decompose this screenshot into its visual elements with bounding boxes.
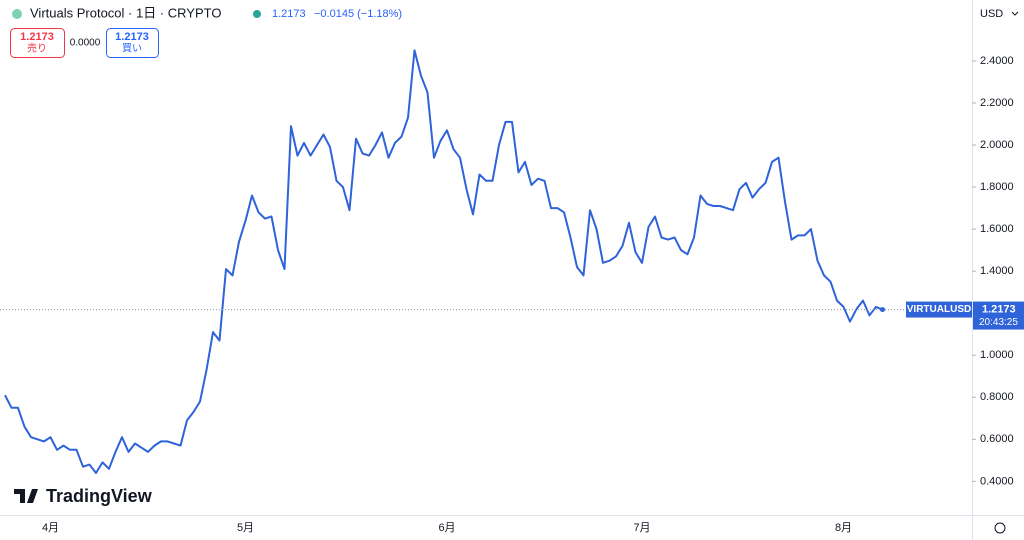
price-change: −0.0145 (−1.18%): [314, 8, 402, 20]
symbol-tag: [906, 301, 972, 318]
x-tick-label: 8月: [835, 522, 852, 534]
x-tick-label: 4月: [42, 522, 59, 534]
x-tick-label: 7月: [633, 522, 650, 534]
x-tick-label: 5月: [237, 522, 254, 534]
y-tick-label: 0.6000: [980, 433, 1014, 445]
y-tick-label: 1.8000: [980, 181, 1014, 193]
symbol-title: Virtuals Protocol · 1日 · CRYPTO: [30, 5, 221, 20]
y-tick-label: 1.0000: [980, 349, 1014, 361]
symbol-icon: [12, 9, 22, 19]
logo-mark: [14, 489, 38, 503]
last-point: [880, 307, 885, 313]
symbol-tag-label: VIRTUALUSD: [907, 304, 971, 315]
spread: 0.0000: [70, 38, 101, 49]
buy-label: 買い: [122, 43, 142, 55]
y-tick-label: 1.4000: [980, 265, 1014, 277]
status-dot: [253, 10, 261, 18]
sell-price: 1.2173: [20, 31, 54, 43]
currency-caret: [1011, 11, 1019, 16]
price-tag: [973, 301, 1024, 330]
y-tick-label: 2.2000: [980, 97, 1014, 109]
buy-button[interactable]: [106, 28, 159, 58]
y-tick-label: 1.6000: [980, 223, 1014, 235]
sell-button[interactable]: [10, 28, 65, 58]
logo-text: TradingView: [46, 486, 153, 506]
price-line: [4, 49, 883, 474]
last-price: 1.2173: [272, 8, 306, 20]
price-tag-countdown: 20:43:25: [979, 317, 1018, 328]
y-tick-label: 2.0000: [980, 139, 1014, 151]
y-tick-label: 2.4000: [980, 55, 1014, 67]
buy-price: 1.2173: [115, 31, 149, 43]
y-tick-label: 0.8000: [980, 391, 1014, 403]
price-tag-value: 1.2173: [982, 303, 1016, 315]
currency[interactable]: USD: [980, 8, 1003, 20]
x-tick-label: 6月: [438, 522, 455, 534]
logo: TradingView: [14, 486, 153, 506]
settings-icon[interactable]: [994, 522, 1006, 534]
y-tick-label: 0.4000: [980, 475, 1014, 487]
sell-label: 売り: [27, 42, 47, 55]
